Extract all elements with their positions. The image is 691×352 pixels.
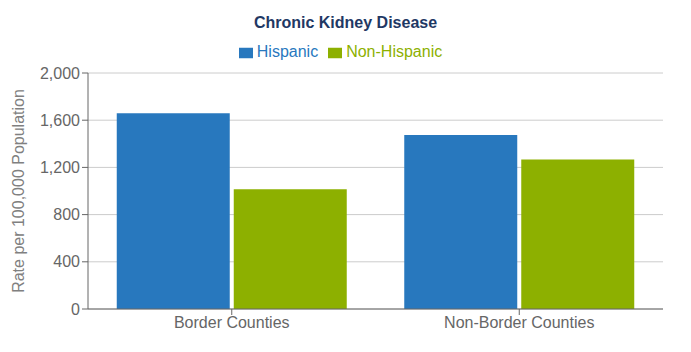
svg-text:Non-Border Counties: Non-Border Counties — [444, 314, 594, 331]
html-text:Non-Hispanic: Non-Hispanic — [346, 43, 443, 60]
svg-text:Border Counties: Border Counties — [174, 314, 290, 331]
svg-text:1,200: 1,200 — [40, 159, 80, 176]
svg-text:0: 0 — [71, 301, 80, 318]
html-text:Chronic Kidney Disease: Chronic Kidney Disease — [253, 14, 438, 31]
svg-text:400: 400 — [53, 253, 80, 270]
svg-text:1,600: 1,600 — [40, 112, 80, 129]
html-text:Hispanic: Hispanic — [256, 43, 319, 60]
svg-text:Rate per 100,000 Population: Rate per 100,000 Population — [10, 89, 27, 293]
svg-text:800: 800 — [53, 206, 80, 223]
svg-text:2,000: 2,000 — [40, 65, 80, 82]
